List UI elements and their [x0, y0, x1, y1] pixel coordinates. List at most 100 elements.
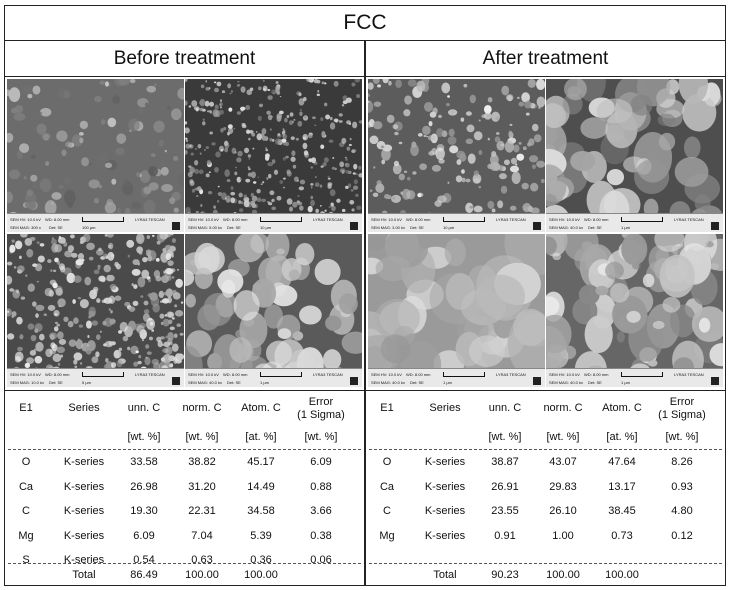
sem-mag-label: SEM MAG: 40.0 kx: [549, 225, 584, 230]
tescan-logo: [533, 377, 541, 385]
table-cell: S: [22, 554, 30, 566]
sem-info-bar: SEM HV: 10.0 kV WD: 8.00 mm SEM MAG: 5.00 …: [185, 213, 362, 232]
table-cell: 29.83: [549, 480, 577, 493]
table-cell: 26.10: [549, 505, 577, 517]
total-cell: 90.23: [491, 569, 519, 581]
table-cell: K-series: [424, 505, 466, 517]
table-cell: 7.04: [191, 529, 213, 542]
sem-micrograph: SEM HV: 10.0 kV WD: 8.00 mm SEM MAG: 300 x…: [7, 79, 184, 232]
total-cell: 86.49: [130, 569, 158, 581]
table-cell: 0.93: [671, 480, 693, 493]
sem-hv-label: SEM HV: 10.0 kV: [371, 217, 402, 222]
table-cell: C: [383, 505, 391, 517]
sem-info-bar: SEM HV: 10.0 kV WD: 8.00 mm SEM MAG: 10.0 …: [7, 368, 184, 387]
table-cell: 4.80: [671, 505, 693, 517]
table-cell: O: [382, 456, 392, 468]
sem-mag-label: SEM MAG: 300 x: [10, 225, 41, 230]
sem-det-label: Det: SE: [410, 225, 424, 230]
table-cell: Mg: [379, 529, 395, 542]
after-micrographs: SEM HV: 10.0 kV WD: 8.00 mm SEM MAG: 3.00 …: [365, 77, 726, 391]
sem-wd-label: WD: 8.00 mm: [45, 217, 70, 222]
scale-bar: [82, 372, 124, 377]
table-cell: Mg: [18, 529, 34, 542]
scale-bar: [443, 217, 485, 222]
sem-micrograph: SEM HV: 10.0 kV WD: 8.00 mm SEM MAG: 40.0 …: [185, 234, 362, 387]
table-header-cell: E1: [380, 402, 394, 414]
sem-scale-label: 10 µm: [443, 225, 455, 230]
unit-cell: [wt. %]: [304, 431, 338, 443]
sem-info-bar: SEM HV: 10.0 kV WD: 8.00 mm SEM MAG: 300 x…: [7, 213, 184, 232]
tescan-logo: [711, 222, 719, 230]
sem-det-label: Det: SE: [410, 380, 424, 385]
sem-hv-label: SEM HV: 10.0 kV: [10, 372, 41, 377]
sem-det-label: Det: SE: [49, 380, 63, 385]
total-cell: 100.00: [244, 569, 278, 581]
table-cell: 23.55: [491, 505, 519, 517]
scale-bar: [260, 372, 302, 377]
sem-brand-label: LYRA3 TESCAN: [674, 372, 704, 377]
table-cell: 45.17: [247, 456, 275, 468]
table-header-cell: E1: [19, 402, 33, 414]
table-cell: 33.58: [130, 456, 158, 468]
sem-mag-label: SEM MAG: 3.00 kx: [371, 225, 406, 230]
sem-wd-label: WD: 8.00 mm: [584, 217, 609, 222]
tescan-logo: [350, 222, 358, 230]
header-divider: [8, 449, 361, 450]
table-cell: 38.45: [608, 505, 636, 517]
unit-cell: [at. %]: [606, 431, 638, 443]
table-header-cell: Series: [429, 402, 461, 414]
table-header-cell: unn. C: [127, 402, 161, 414]
scale-bar: [621, 372, 663, 377]
after-heading: After treatment: [365, 41, 726, 77]
tescan-logo: [711, 377, 719, 385]
table-cell: K-series: [63, 456, 105, 468]
figure-title: FCC: [4, 5, 726, 41]
sem-hv-label: SEM HV: 10.0 kV: [549, 217, 580, 222]
sem-mag-label: SEM MAG: 40.0 kx: [371, 380, 406, 385]
table-cell: 38.82: [188, 456, 216, 468]
table-header-cell: Error (1 Sigma): [297, 396, 345, 421]
sem-hv-label: SEM HV: 10.0 kV: [188, 372, 219, 377]
panel-divider: [364, 41, 366, 586]
before-eds-table: E1 Series unn. C norm. C Atom. C Error (1 Sig…: [4, 391, 365, 586]
sem-brand-label: LYRA3 TESCAN: [135, 372, 165, 377]
table-cell: 0.63: [191, 554, 213, 566]
table-cell: 19.30: [130, 505, 158, 517]
sem-wd-label: WD: 8.00 mm: [223, 372, 248, 377]
table-cell: Ca: [18, 480, 34, 493]
table-cell: 0.36: [250, 554, 272, 566]
scale-bar: [621, 217, 663, 222]
table-cell: O: [21, 456, 31, 468]
sem-mag-label: SEM MAG: 10.0 kx: [10, 380, 45, 385]
total-divider: [369, 563, 722, 564]
table-cell: 26.91: [491, 480, 519, 493]
sem-hv-label: SEM HV: 10.0 kV: [549, 372, 580, 377]
sem-wd-label: WD: 8.00 mm: [584, 372, 609, 377]
sem-info-bar: SEM HV: 10.0 kV WD: 8.00 mm SEM MAG: 3.00 …: [368, 213, 545, 232]
sem-scale-label: 100 µm: [82, 225, 96, 230]
table-cell: K-series: [424, 456, 466, 468]
sem-mag-label: SEM MAG: 5.00 kx: [188, 225, 223, 230]
sem-micrograph: SEM HV: 10.0 kV WD: 8.00 mm SEM MAG: 40.0 …: [546, 79, 723, 232]
sem-info-bar: SEM HV: 10.0 kV WD: 8.00 mm SEM MAG: 40.0 …: [546, 368, 723, 387]
sem-hv-label: SEM HV: 10.0 kV: [10, 217, 41, 222]
sem-det-label: Det: SE: [588, 380, 602, 385]
table-header-cell: unn. C: [488, 402, 522, 414]
sem-micrograph: SEM HV: 10.0 kV WD: 8.00 mm SEM MAG: 40.0 …: [368, 234, 545, 387]
sem-wd-label: WD: 8.00 mm: [223, 217, 248, 222]
sem-info-bar: SEM HV: 10.0 kV WD: 8.00 mm SEM MAG: 40.0 …: [368, 368, 545, 387]
sem-micrograph: SEM HV: 10.0 kV WD: 8.00 mm SEM MAG: 10.0 …: [7, 234, 184, 387]
sem-brand-label: LYRA3 TESCAN: [135, 217, 165, 222]
sem-mag-label: SEM MAG: 40.0 kx: [549, 380, 584, 385]
table-cell: 0.54: [133, 554, 155, 566]
sem-brand-label: LYRA3 TESCAN: [313, 372, 343, 377]
table-cell: 34.58: [247, 505, 275, 517]
table-cell: 0.73: [611, 529, 633, 542]
unit-cell: [wt. %]: [488, 431, 522, 443]
sem-scale-label: 1 µm: [443, 380, 452, 385]
table-cell: K-series: [63, 554, 105, 566]
before-micrographs: SEM HV: 10.0 kV WD: 8.00 mm SEM MAG: 300 x…: [4, 77, 365, 391]
unit-cell: [wt. %]: [546, 431, 580, 443]
table-cell: 43.07: [549, 456, 577, 468]
table-header-cell: Error (1 Sigma): [658, 396, 706, 421]
